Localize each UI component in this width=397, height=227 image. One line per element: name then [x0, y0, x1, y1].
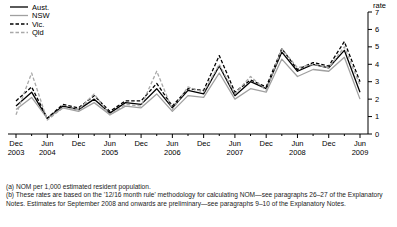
series-group: [16, 42, 360, 120]
footnote: (a) NOM per 1,000 estimated resident pop…: [6, 183, 391, 191]
y-tick-label: 4: [375, 60, 379, 69]
legend-swatch: [10, 23, 28, 24]
x-tick-label-part: Jun: [291, 139, 303, 148]
x-tick-label-part: Jun: [354, 139, 366, 148]
x-tick-label: Dec: [197, 139, 211, 148]
x-tick: [156, 134, 157, 136]
x-tick-label-part: Dec: [9, 139, 23, 148]
x-tick: [47, 134, 48, 138]
x-tick: [78, 134, 79, 138]
x-tick-label: Jun2004: [39, 139, 56, 157]
legend-label: Qld: [32, 28, 44, 37]
y-tick: [368, 12, 372, 13]
x-tick: [313, 134, 314, 136]
y-tick: [368, 134, 372, 135]
x-tick-label-part: Dec: [134, 139, 148, 148]
x-tick-label-part: Dec: [322, 139, 336, 148]
x-tick: [16, 134, 17, 138]
chart: 01234567rateDec2003Jun2004DecJun2005DecJ…: [0, 0, 397, 183]
y-tick: [368, 81, 372, 82]
x-tick-label-part: Dec: [197, 139, 211, 148]
x-tick: [203, 134, 204, 138]
x-tick: [109, 134, 110, 138]
series-line: [16, 42, 360, 119]
y-tick-label: 6: [375, 25, 379, 34]
x-tick: [360, 134, 361, 138]
y-tick: [368, 46, 372, 47]
series-line: [16, 47, 360, 120]
y-tick: [368, 99, 372, 100]
x-tick-label: Jun2006: [164, 139, 181, 157]
x-tick-label-part: Jun: [104, 139, 116, 148]
x-tick: [94, 134, 95, 136]
x-tick-label-part: 2009: [352, 148, 369, 157]
legend: Aust.NSWVic.Qld: [10, 3, 50, 38]
y-tick-label: 1: [375, 112, 379, 121]
x-tick-label: Jun2005: [101, 139, 118, 157]
x-tick-label: Jun2008: [289, 139, 306, 157]
x-tick-label-part: 2004: [39, 148, 56, 157]
y-tick-label: 0: [375, 130, 379, 139]
x-tick-label-part: Jun: [41, 139, 53, 148]
x-tick-label-part: 2006: [164, 148, 181, 157]
x-tick: [266, 134, 267, 138]
x-tick-label: Dec: [260, 139, 274, 148]
x-tick: [219, 134, 220, 136]
y-tick: [368, 64, 372, 65]
x-tick-label-part: 2005: [101, 148, 118, 157]
y-tick-label: 3: [375, 77, 379, 86]
x-tick: [250, 134, 251, 136]
x-tick: [62, 134, 63, 136]
y-tick: [368, 116, 372, 117]
x-tick-label-part: 2008: [289, 148, 306, 157]
x-tick-label: Jun2007: [227, 139, 244, 157]
y-tick-label: 2: [375, 95, 379, 104]
x-tick: [31, 134, 32, 136]
x-tick-label-part: Dec: [260, 139, 274, 148]
x-tick: [141, 134, 142, 138]
x-tick-label-part: 2007: [227, 148, 244, 157]
legend-swatch: [10, 15, 28, 16]
x-tick-label: Dec: [322, 139, 336, 148]
y-tick-label: 5: [375, 42, 379, 51]
x-tick-label: Jun2009: [352, 139, 369, 157]
legend-swatch: [10, 6, 28, 7]
x-tick: [125, 134, 126, 136]
x-tick: [344, 134, 345, 136]
footnotes: (a) NOM per 1,000 estimated resident pop…: [6, 183, 391, 208]
x-tick-label-part: Jun: [229, 139, 241, 148]
y-axis-label: rate: [373, 1, 386, 10]
x-tick-label: Dec2003: [8, 139, 25, 157]
footnote: (b) These rates are based on the '12/16 …: [6, 191, 391, 208]
legend-swatch: [10, 32, 28, 33]
x-tick-label: Dec: [134, 139, 148, 148]
x-tick-label-part: Jun: [166, 139, 178, 148]
y-tick: [368, 29, 372, 30]
x-tick: [234, 134, 235, 138]
x-tick: [188, 134, 189, 136]
x-tick: [328, 134, 329, 138]
x-tick-label: Dec: [72, 139, 86, 148]
x-tick-label-part: 2003: [8, 148, 25, 157]
x-tick: [172, 134, 173, 138]
x-tick-label-part: Dec: [72, 139, 86, 148]
x-tick: [281, 134, 282, 136]
x-tick: [297, 134, 298, 138]
y-axis: [368, 12, 369, 134]
